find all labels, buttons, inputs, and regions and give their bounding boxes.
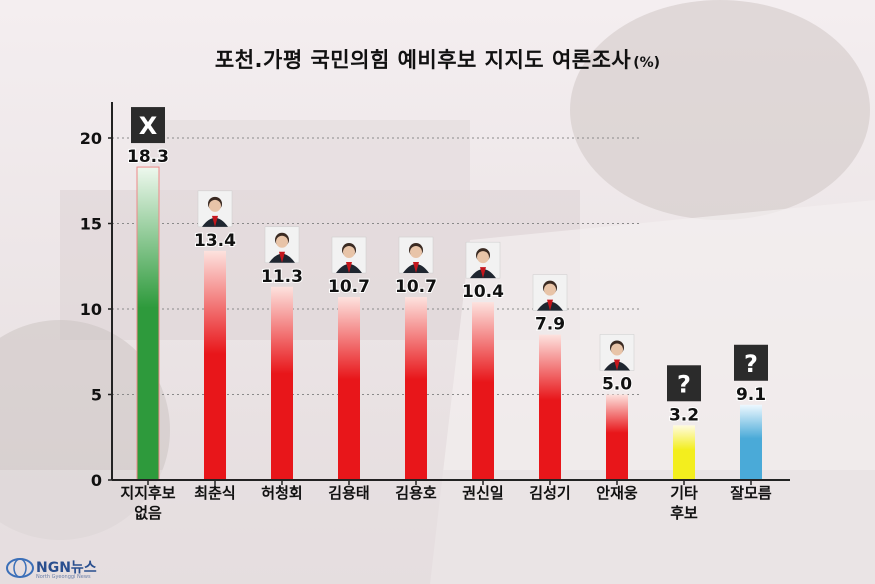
bar-7 (539, 334, 561, 480)
question-mark-icon: ? (667, 365, 701, 402)
svg-text:?: ? (677, 370, 691, 398)
x-category-label: 권신일 (462, 484, 503, 502)
svg-text:X: X (139, 112, 158, 140)
x-category-label: 최춘식 (194, 484, 235, 502)
globe-icon (6, 558, 34, 578)
candidate-photo (398, 236, 434, 274)
value-label: 3.2 (669, 405, 699, 425)
y-tick-label: 20 (80, 129, 102, 148)
chart-title: 포천.가평 국민의힘 예비후보 지지도 여론조사 (%) (0, 44, 875, 74)
value-label: 10.4 (462, 282, 504, 302)
value-label: 13.4 (194, 231, 236, 251)
y-tick-label: 10 (80, 300, 102, 319)
x-category-label: 기타 후보 (670, 484, 698, 522)
bar-3 (271, 286, 293, 480)
bar-6 (472, 302, 494, 480)
bar-9 (673, 425, 695, 480)
y-tick-label: 15 (80, 215, 102, 234)
x-category-label: 잘모름 (730, 484, 772, 502)
logo-subtext: North Gyeonggi News (36, 574, 91, 580)
candidate-photo (465, 241, 501, 279)
y-tick-label: 5 (91, 386, 102, 405)
candidate-photo (264, 226, 300, 264)
value-label: 9.1 (736, 385, 766, 405)
value-label: 18.3 (127, 147, 169, 167)
x-category-label: 허청회 (261, 484, 302, 502)
title-text: 포천.가평 국민의힘 예비후보 지지도 여론조사 (214, 48, 632, 72)
bar-5 (405, 297, 427, 480)
unit-text: (%) (633, 55, 661, 71)
x-mark-icon: X (131, 107, 165, 144)
candidate-photo (599, 334, 635, 371)
candidate-photo (532, 274, 568, 311)
x-category-label: 지지후보 없음 (120, 484, 175, 522)
value-label: 7.9 (535, 315, 565, 335)
bar-1 (136, 166, 160, 481)
bar-4 (338, 297, 360, 480)
x-category-label: 김용호 (395, 484, 437, 502)
y-tick-label: 0 (91, 471, 102, 490)
question-mark-icon: ? (734, 344, 768, 381)
ngn-logo: NGN뉴스 North Gyeonggi News (6, 555, 116, 581)
value-label: 10.7 (395, 277, 437, 297)
x-category-label: 안재웅 (596, 484, 638, 502)
logo-text: NGN뉴스 (36, 560, 97, 576)
bar-2 (204, 250, 226, 480)
x-category-label: 김용태 (328, 484, 369, 502)
candidate-photo (197, 190, 233, 228)
svg-text:?: ? (744, 350, 758, 378)
bar-10 (740, 404, 762, 480)
bar-8 (606, 394, 628, 480)
value-label: 10.7 (328, 277, 370, 297)
value-label: 5.0 (602, 375, 632, 395)
value-label: 11.3 (261, 267, 303, 287)
candidate-photo (331, 236, 367, 274)
x-category-label: 김성기 (529, 484, 570, 502)
